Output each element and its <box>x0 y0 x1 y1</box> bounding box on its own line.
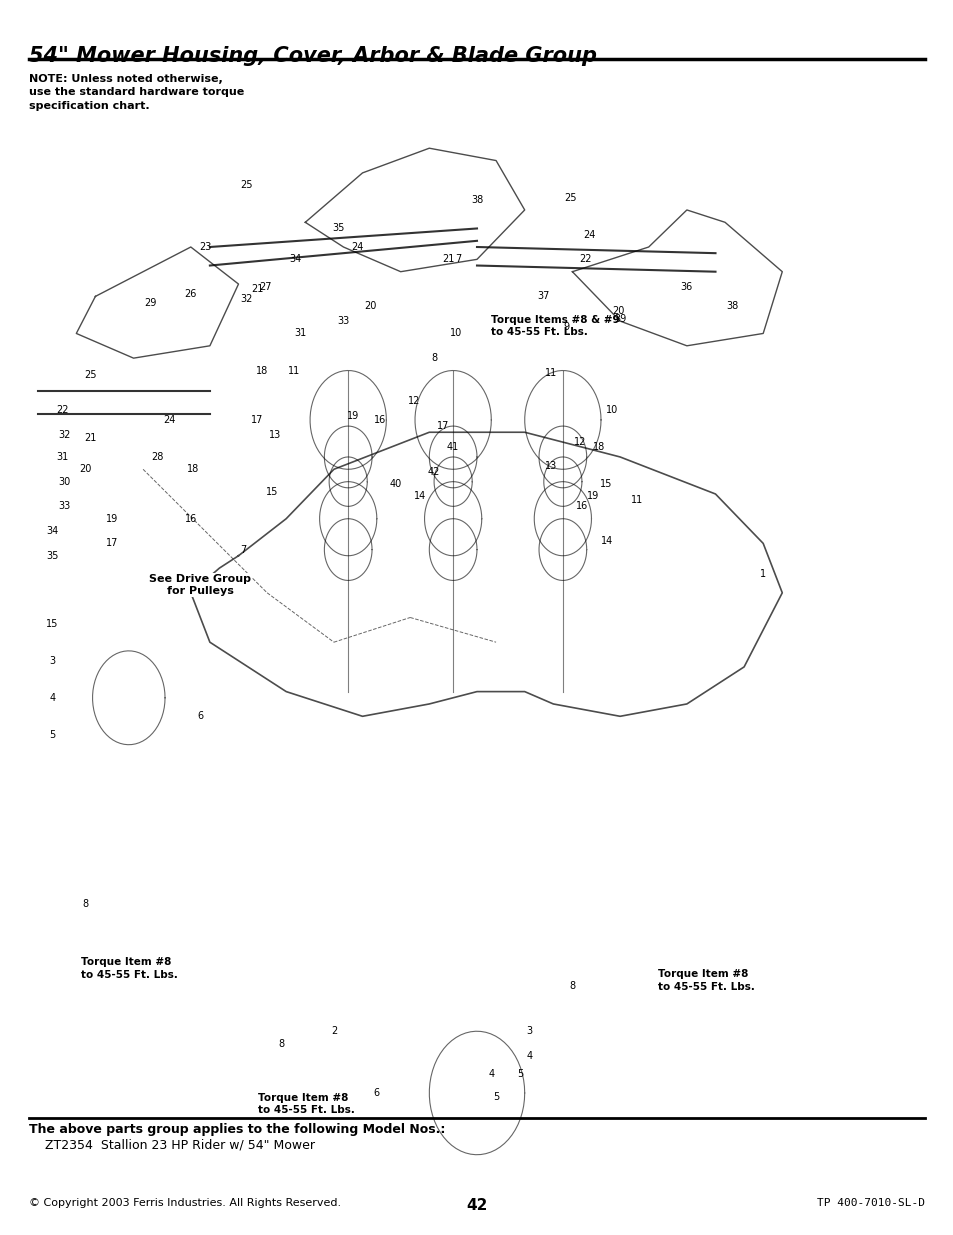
Text: 22: 22 <box>55 405 69 415</box>
Text: 3: 3 <box>50 656 55 666</box>
Text: 42: 42 <box>466 1198 487 1213</box>
Text: 38: 38 <box>726 301 738 311</box>
Text: 16: 16 <box>374 415 385 425</box>
Text: 33: 33 <box>59 501 71 511</box>
Text: 18: 18 <box>593 442 604 452</box>
Text: 14: 14 <box>600 536 612 546</box>
Text: Torque Item #8
to 45-55 Ft. Lbs.: Torque Item #8 to 45-55 Ft. Lbs. <box>257 1093 355 1115</box>
Text: 13: 13 <box>269 430 280 440</box>
Text: 25: 25 <box>563 193 577 203</box>
Text: 31: 31 <box>56 452 68 462</box>
Text: 21: 21 <box>85 433 96 443</box>
Text: 3: 3 <box>526 1026 532 1036</box>
Text: ZT2354  Stallion 23 HP Rider w/ 54" Mower: ZT2354 Stallion 23 HP Rider w/ 54" Mower <box>29 1139 314 1152</box>
Text: See Drive Group
for Pulleys: See Drive Group for Pulleys <box>150 574 251 595</box>
Text: 14: 14 <box>414 492 425 501</box>
Text: 11: 11 <box>631 495 642 505</box>
Text: 40: 40 <box>390 479 401 489</box>
Text: 11: 11 <box>545 368 557 378</box>
Text: 18: 18 <box>256 366 268 375</box>
Text: 15: 15 <box>266 487 277 496</box>
Text: © Copyright 2003 Ferris Industries. All Rights Reserved.: © Copyright 2003 Ferris Industries. All … <box>29 1198 340 1208</box>
Text: 25: 25 <box>84 370 97 380</box>
Text: 33: 33 <box>337 316 349 326</box>
Text: 4: 4 <box>50 693 55 703</box>
Text: 42: 42 <box>428 467 439 477</box>
Text: 35: 35 <box>333 224 344 233</box>
Text: 32: 32 <box>59 430 71 440</box>
Text: 30: 30 <box>59 477 71 487</box>
Text: 38: 38 <box>471 195 482 205</box>
Text: 24: 24 <box>583 230 595 240</box>
Text: 8: 8 <box>83 899 89 909</box>
Text: Torque Items #8 & #9
to 45-55 Ft. Lbs.: Torque Items #8 & #9 to 45-55 Ft. Lbs. <box>491 315 619 337</box>
Text: 7: 7 <box>240 545 246 555</box>
Text: 5: 5 <box>50 730 55 740</box>
Text: 4: 4 <box>526 1051 532 1061</box>
Text: 5: 5 <box>517 1070 522 1079</box>
Text: 12: 12 <box>574 437 585 447</box>
Text: 16: 16 <box>576 501 587 511</box>
Text: 31: 31 <box>294 329 306 338</box>
Text: 15: 15 <box>599 479 611 489</box>
Text: 34: 34 <box>47 526 58 536</box>
Text: 5: 5 <box>493 1092 498 1102</box>
Text: 10: 10 <box>450 329 461 338</box>
Text: 16: 16 <box>185 514 196 524</box>
Text: 7: 7 <box>455 254 460 264</box>
Text: Torque Item #8
to 45-55 Ft. Lbs.: Torque Item #8 to 45-55 Ft. Lbs. <box>81 957 178 979</box>
Text: 15: 15 <box>47 619 58 629</box>
Text: 27: 27 <box>258 282 272 291</box>
Text: 21: 21 <box>252 284 263 294</box>
Text: 11: 11 <box>288 366 299 375</box>
Text: 19: 19 <box>107 514 118 524</box>
Text: 19: 19 <box>347 411 358 421</box>
Text: 20: 20 <box>80 464 91 474</box>
Text: 24: 24 <box>352 242 363 252</box>
Text: 26: 26 <box>185 289 196 299</box>
Text: Torque Item #8
to 45-55 Ft. Lbs.: Torque Item #8 to 45-55 Ft. Lbs. <box>658 969 755 992</box>
Text: 2: 2 <box>331 1026 336 1036</box>
Text: The above parts group applies to the following Model Nos.:: The above parts group applies to the fol… <box>29 1123 444 1136</box>
Text: 29: 29 <box>145 298 156 308</box>
Text: 6: 6 <box>197 711 203 721</box>
Text: 20: 20 <box>612 306 623 316</box>
Text: 41: 41 <box>446 442 457 452</box>
Text: 4: 4 <box>488 1070 494 1079</box>
Text: 12: 12 <box>408 396 419 406</box>
Text: 1: 1 <box>760 569 765 579</box>
Text: 36: 36 <box>680 282 692 291</box>
Text: 8: 8 <box>431 353 436 363</box>
Text: 39: 39 <box>614 314 625 324</box>
Text: 37: 37 <box>537 291 549 301</box>
Text: 24: 24 <box>164 415 175 425</box>
Text: 18: 18 <box>187 464 198 474</box>
Text: 32: 32 <box>240 294 252 304</box>
Text: NOTE: Unless noted otherwise,
use the standard hardware torque
specification cha: NOTE: Unless noted otherwise, use the st… <box>29 74 244 110</box>
Text: 20: 20 <box>364 301 375 311</box>
Text: 17: 17 <box>436 421 448 431</box>
Text: 9: 9 <box>563 322 569 332</box>
Text: 28: 28 <box>152 452 163 462</box>
Text: 34: 34 <box>290 254 301 264</box>
Text: 21: 21 <box>442 254 454 264</box>
Text: 8: 8 <box>278 1039 284 1049</box>
Text: 35: 35 <box>47 551 58 561</box>
Text: 23: 23 <box>199 242 211 252</box>
Text: 19: 19 <box>587 492 598 501</box>
Text: TP 400-7010-SL-D: TP 400-7010-SL-D <box>817 1198 924 1208</box>
Text: 6: 6 <box>374 1088 379 1098</box>
Text: 10: 10 <box>606 405 618 415</box>
Text: 8: 8 <box>569 981 575 990</box>
Text: 25: 25 <box>239 180 253 190</box>
Text: 13: 13 <box>545 461 557 471</box>
Text: 22: 22 <box>578 254 592 264</box>
Text: 17: 17 <box>107 538 118 548</box>
Text: 54" Mower Housing, Cover, Arbor & Blade Group: 54" Mower Housing, Cover, Arbor & Blade … <box>29 46 596 65</box>
Text: 17: 17 <box>252 415 263 425</box>
